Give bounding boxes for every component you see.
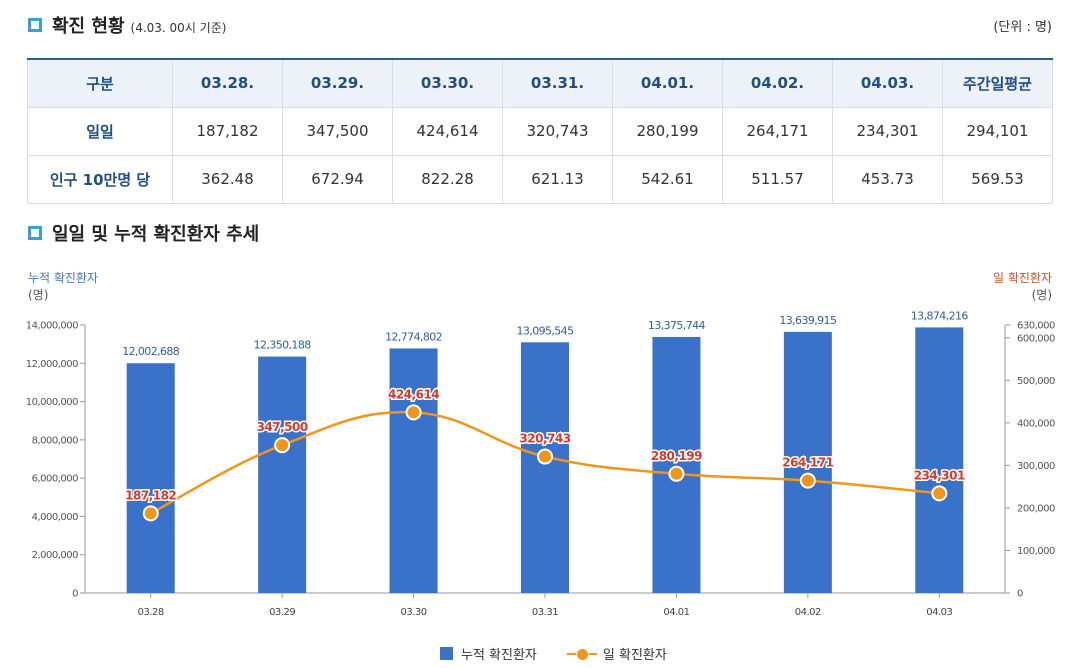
right-tick-label: 630,000 xyxy=(1017,321,1055,332)
right-axis-title: 일 확진환자 (명) xyxy=(993,270,1052,304)
bar-cumulative xyxy=(521,342,569,593)
left-axis-title: 누적 확진환자 (명) xyxy=(28,270,98,304)
table-header-cell: 03.29. xyxy=(282,58,393,108)
line-point xyxy=(537,448,553,465)
bar-value-label: 12,350,188 xyxy=(254,339,312,352)
table-cell: 424,614 xyxy=(392,106,503,156)
table-header-cell: 주간일평균 xyxy=(942,58,1053,108)
square-bullet-icon xyxy=(28,18,42,32)
line-point xyxy=(931,485,948,502)
x-tick-label: 04.02 xyxy=(795,607,821,618)
right-tick-label: 600,000 xyxy=(1017,333,1055,344)
table-cell: 347,500 xyxy=(282,106,393,156)
chart-legend: 누적 확진환자 일 확진환자 xyxy=(440,644,667,663)
legend-line-swatch xyxy=(566,647,597,661)
square-bullet-icon xyxy=(28,226,42,240)
left-tick-label: 4,000,000 xyxy=(32,512,79,523)
right-tick-label: 500,000 xyxy=(1017,376,1055,387)
bar-cumulative xyxy=(783,331,832,593)
x-tick-label: 03.31 xyxy=(532,607,558,618)
bar-cumulative xyxy=(126,363,175,593)
line-value-label: 234,301 xyxy=(914,468,965,482)
left-tick-label: 12,000,000 xyxy=(26,359,78,370)
trend-title: 일일 및 누적 확진환자 추세 xyxy=(52,224,260,245)
table-cell: 542.61 xyxy=(612,154,723,204)
table-cell: 264,171 xyxy=(722,106,833,156)
x-tick-label: 03.29 xyxy=(269,607,295,618)
table-cell: 362.48 xyxy=(172,154,283,204)
table-header-cell: 구분 xyxy=(27,58,173,108)
trend-section-title: 일일 및 누적 확진환자 추세 xyxy=(28,220,259,246)
line-point xyxy=(799,472,816,489)
left-tick-label: 2,000,000 xyxy=(32,550,79,561)
x-tick-label: 04.03 xyxy=(926,607,952,618)
x-tick-label: 04.01 xyxy=(663,607,689,618)
table-cell: 621.13 xyxy=(502,154,613,204)
legend-bar-label: 누적 확진환자 xyxy=(461,648,537,663)
left-tick-label: 14,000,000 xyxy=(26,321,78,332)
status-section-title: 확진 현황 (4.03. 00시 기준) xyxy=(28,12,226,38)
status-title: 확진 현황 xyxy=(52,16,125,37)
bar-cumulative xyxy=(389,348,438,593)
table-header-cell: 03.28. xyxy=(172,58,283,108)
left-tick-label: 10,000,000 xyxy=(26,397,78,408)
right-tick-label: 200,000 xyxy=(1017,503,1055,514)
line-point xyxy=(405,404,422,421)
line-value-label: 264,171 xyxy=(782,456,833,470)
x-tick-label: 03.28 xyxy=(138,607,164,618)
right-tick-label: 100,000 xyxy=(1017,546,1055,557)
table-header-cell: 03.31. xyxy=(502,58,613,108)
bar-value-label: 13,095,545 xyxy=(517,324,575,337)
line-value-label: 280,199 xyxy=(651,449,702,463)
left-axis-label: 누적 확진환자 xyxy=(28,271,99,285)
left-axis-unit: (명) xyxy=(28,288,49,302)
x-tick-label: 03.30 xyxy=(401,607,427,618)
line-value-label: 347,500 xyxy=(257,420,308,434)
bar-value-label: 13,375,744 xyxy=(648,319,706,332)
line-value-label: 320,743 xyxy=(519,432,570,446)
table-header-cell: 04.01. xyxy=(612,58,723,108)
confirmed-cases-table: 구분 03.28. 03.29. 03.30. 03.31. 04.01. 04… xyxy=(27,58,1053,204)
bar-cumulative xyxy=(258,356,307,593)
table-cell: 511.57 xyxy=(722,154,833,204)
right-tick-label: 300,000 xyxy=(1017,461,1055,472)
status-subtitle: (4.03. 00시 기준) xyxy=(130,20,227,35)
bar-value-label: 12,002,688 xyxy=(122,345,180,358)
bar-cumulative xyxy=(915,327,964,593)
bar-value-label: 13,874,216 xyxy=(911,309,969,322)
bar-value-label: 12,774,802 xyxy=(385,330,442,343)
table-header-row: 구분 03.28. 03.29. 03.30. 03.31. 04.01. 04… xyxy=(27,58,1053,108)
row-label: 일일 xyxy=(27,106,173,156)
left-tick-label: 0 xyxy=(72,589,78,600)
right-tick-label: 0 xyxy=(1017,589,1023,600)
table-cell: 569.53 xyxy=(942,154,1053,204)
table-cell: 187,182 xyxy=(172,106,283,156)
right-tick-label: 400,000 xyxy=(1017,418,1055,429)
right-axis-label: 일 확진환자 xyxy=(992,271,1052,285)
line-value-label: 187,182 xyxy=(125,488,176,502)
line-point xyxy=(142,505,159,522)
unit-note: (단위 : 명) xyxy=(993,20,1052,35)
legend-line-label: 일 확진환자 xyxy=(602,648,667,663)
left-tick-label: 6,000,000 xyxy=(32,474,79,485)
table-row: 인구 10만명 당 362.48 672.94 822.28 621.13 54… xyxy=(27,154,1053,204)
bar-cumulative xyxy=(652,336,701,593)
bar-value-label: 13,639,915 xyxy=(779,314,837,327)
right-axis-unit: (명) xyxy=(1031,288,1052,302)
left-tick-label: 8,000,000 xyxy=(32,435,79,446)
legend-bar-swatch xyxy=(440,647,453,660)
table-cell: 672.94 xyxy=(282,154,393,204)
table-cell: 320,743 xyxy=(502,106,613,156)
line-point xyxy=(668,465,685,482)
line-value-label: 424,614 xyxy=(388,387,439,401)
line-point xyxy=(274,437,291,454)
table-cell: 453.73 xyxy=(832,154,943,204)
table-header-cell: 04.02. xyxy=(722,58,833,108)
